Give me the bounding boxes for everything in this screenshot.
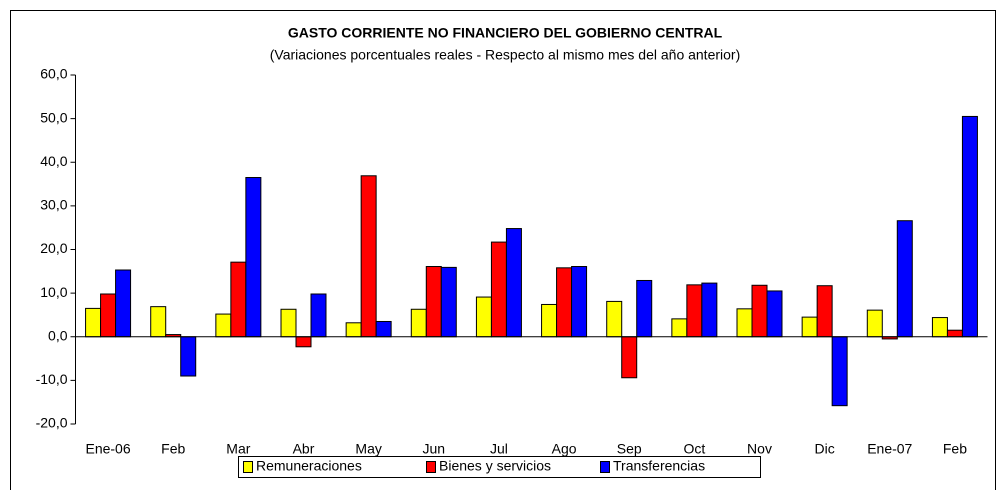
y-tick-label: 20,0 xyxy=(40,240,67,256)
bar xyxy=(961,115,978,338)
bar xyxy=(931,317,948,338)
bar xyxy=(946,329,963,338)
bar xyxy=(766,290,783,338)
bar xyxy=(621,336,638,379)
bar xyxy=(556,267,573,338)
bar xyxy=(100,293,117,338)
bar xyxy=(701,282,718,338)
y-tick-label: -10,0 xyxy=(36,371,68,387)
bar xyxy=(150,306,167,338)
bar xyxy=(571,266,588,338)
y-tick-label: 50,0 xyxy=(40,109,67,125)
bar xyxy=(280,308,297,338)
bar xyxy=(425,266,442,338)
bar xyxy=(115,269,132,338)
x-tick-label: Feb xyxy=(161,441,185,457)
legend-label: Bienes y servicios xyxy=(439,458,551,474)
bar xyxy=(636,279,653,338)
x-tick-label: Feb xyxy=(943,441,967,457)
y-tick-label: 40,0 xyxy=(40,153,67,169)
bar xyxy=(671,318,688,338)
x-tick-label: Ene-06 xyxy=(85,441,130,457)
x-tick-label: Ene-07 xyxy=(867,441,912,457)
x-tick-label: Ago xyxy=(552,441,577,457)
bar xyxy=(360,175,377,338)
chart-subtitle: (Variaciones porcentuales reales - Respe… xyxy=(270,47,741,63)
bar xyxy=(736,308,753,338)
bar xyxy=(180,336,197,377)
bar xyxy=(686,284,703,338)
legend-label: Remuneraciones xyxy=(256,458,362,474)
bar xyxy=(505,228,522,338)
chart-title: GASTO CORRIENTE NO FINANCIERO DEL GOBIER… xyxy=(288,25,723,41)
bar xyxy=(230,261,247,338)
x-tick-label: May xyxy=(355,441,381,457)
bar xyxy=(896,220,913,338)
legend-swatch xyxy=(426,461,436,473)
legend-label: Transferencias xyxy=(613,458,705,474)
legend-swatch xyxy=(243,461,253,473)
bar xyxy=(606,300,623,338)
x-tick-label: Nov xyxy=(747,441,772,457)
bar xyxy=(215,313,232,338)
x-tick-label: Dic xyxy=(815,441,835,457)
y-tick-label: -20,0 xyxy=(36,415,68,431)
bar xyxy=(245,177,262,338)
x-tick-label: Jul xyxy=(490,441,508,457)
bar xyxy=(85,307,102,338)
y-tick-label: 10,0 xyxy=(40,284,67,300)
bar xyxy=(440,266,457,338)
x-tick-label: Oct xyxy=(683,441,705,457)
x-tick-label: Jun xyxy=(422,441,445,457)
bar xyxy=(751,284,768,338)
legend-box xyxy=(238,456,761,478)
bar xyxy=(345,322,362,338)
bar xyxy=(410,308,427,338)
bar xyxy=(816,285,833,338)
y-tick-label: 0,0 xyxy=(48,327,68,343)
y-tick-label: 30,0 xyxy=(40,197,67,213)
x-tick-label: Mar xyxy=(226,441,250,457)
bar xyxy=(541,303,558,338)
bar xyxy=(866,309,883,338)
bar xyxy=(375,320,392,338)
bar xyxy=(490,241,507,338)
bar xyxy=(831,336,848,407)
bar xyxy=(295,336,312,348)
bar xyxy=(475,296,492,338)
x-tick-label: Abr xyxy=(293,441,315,457)
y-tick-label: 60,0 xyxy=(40,66,67,82)
x-tick-label: Sep xyxy=(617,441,642,457)
legend-swatch xyxy=(600,461,610,473)
bar xyxy=(310,293,327,338)
bar xyxy=(801,316,818,338)
